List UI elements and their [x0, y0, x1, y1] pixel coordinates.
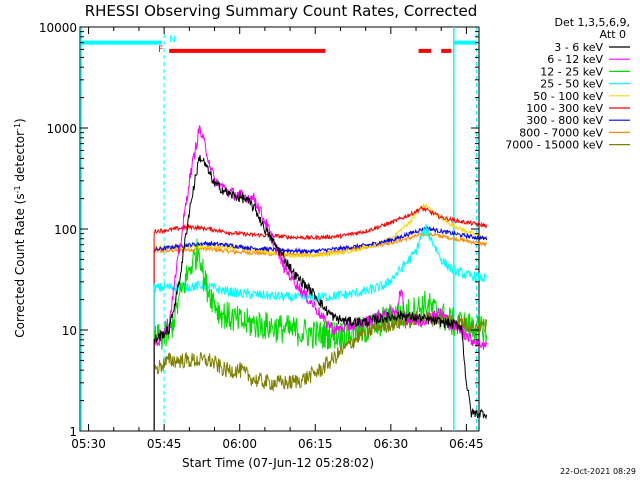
- x-tick-label: 05:45: [147, 437, 182, 451]
- y-axis-label-exp1: -1: [13, 185, 22, 193]
- legend-label-4: 50 - 100 keV: [533, 90, 603, 103]
- flare-label: F: [158, 45, 163, 55]
- y-tick-label: 100: [54, 223, 77, 237]
- y-tick-label: 10000: [39, 21, 77, 35]
- series-line-0: [153, 155, 488, 431]
- legend-label-5: 100 - 300 keV: [526, 102, 603, 115]
- series-line-7: [153, 231, 488, 431]
- axis-layer: 05:30 05:45 06:00 06:15 06:30 06:45 1 10 100 1000…: [39, 21, 484, 451]
- legend-label-6: 300 - 800 keV: [526, 114, 603, 127]
- legend-header-line2: Att 0: [600, 28, 626, 41]
- x-tick-label: 06:30: [374, 437, 409, 451]
- x-tick-label: 06:45: [449, 437, 484, 451]
- legend-label-8: 7000 - 15000 keV: [505, 139, 603, 152]
- legend-label-7: 800 - 7000 keV: [519, 126, 603, 139]
- y-axis-label-exp2: -1: [13, 123, 22, 131]
- legend-label-3: 25 - 50 keV: [540, 78, 603, 91]
- series-line-2: [153, 238, 488, 431]
- series-layer: [153, 125, 488, 431]
- footer-date: 22-Oct-2021 08:29: [560, 467, 636, 476]
- annotation-layer: NF: [80, 27, 477, 431]
- legend-label-2: 12 - 25 keV: [540, 65, 603, 78]
- y-tick-label: 1000: [46, 122, 77, 136]
- series-line-3: [153, 223, 488, 431]
- series-line-6: [153, 225, 488, 431]
- y-axis-label-end: ): [13, 118, 27, 123]
- y-tick-label: 10: [62, 324, 77, 338]
- legend-label-0: 3 - 6 keV: [554, 41, 603, 54]
- night-label: N: [169, 35, 176, 45]
- y-axis-label-mid: detector: [13, 131, 27, 186]
- y-axis-label: Corrected Count Rate (s-1 detector-1): [13, 118, 28, 337]
- legend-header-line1: Det 1,3,5,6,9,: [554, 16, 630, 29]
- chart-title: RHESSI Observing Summary Count Rates, Co…: [85, 2, 478, 20]
- y-tick-label: 1: [69, 425, 77, 439]
- x-axis-label: Start Time (07-Jun-12 05:28:02): [182, 456, 374, 470]
- x-tick-label: 06:15: [298, 437, 333, 451]
- legend-label-1: 6 - 12 keV: [547, 53, 603, 66]
- x-tick-label: 06:00: [222, 437, 257, 451]
- x-tick-label: 05:30: [71, 437, 106, 451]
- y-axis-label-main: Corrected Count Rate (s: [13, 193, 27, 337]
- series-line-5: [153, 205, 488, 431]
